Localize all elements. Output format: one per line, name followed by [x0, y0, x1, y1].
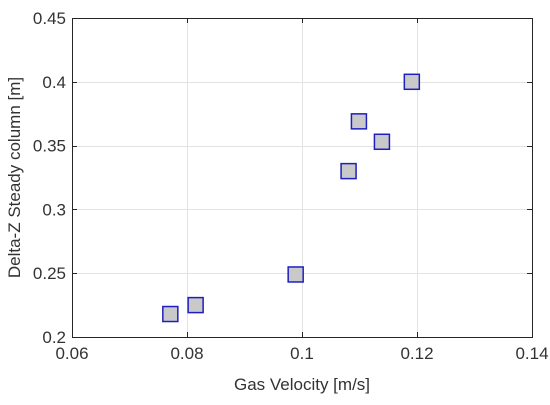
y-tick-label: 0.4	[42, 73, 66, 92]
x-axis-label: Gas Velocity [m/s]	[234, 375, 370, 394]
y-tick-label: 0.2	[42, 328, 66, 347]
y-tick-label: 0.3	[42, 200, 66, 219]
data-point-square	[187, 296, 204, 314]
y-tick-label: 0.25	[33, 264, 66, 283]
data-point-square	[373, 133, 391, 151]
x-tick-label: 0.14	[515, 344, 548, 363]
y-tick-label: 0.35	[33, 137, 66, 156]
data-point-square	[403, 73, 421, 91]
data-point-square	[287, 266, 304, 283]
x-tick-label: 0.12	[400, 344, 433, 363]
y-tick-label: 0.45	[33, 9, 66, 28]
data-point-square	[162, 305, 179, 323]
plot-frame	[72, 18, 533, 338]
x-tick-label: 0.08	[170, 344, 203, 363]
data-markers	[162, 73, 421, 323]
x-tick-label: 0.06	[55, 344, 88, 363]
x-tick-label: 0.1	[290, 344, 314, 363]
data-point-square	[350, 113, 368, 130]
tick-labels: 0.06 0.08 0.1 0.12 0.14 0.2 0.25 0.3 0.35 0.4 0.45	[33, 9, 549, 363]
data-point-square	[340, 162, 357, 180]
y-axis-label: Delta-Z Steady column [m]	[5, 77, 24, 278]
